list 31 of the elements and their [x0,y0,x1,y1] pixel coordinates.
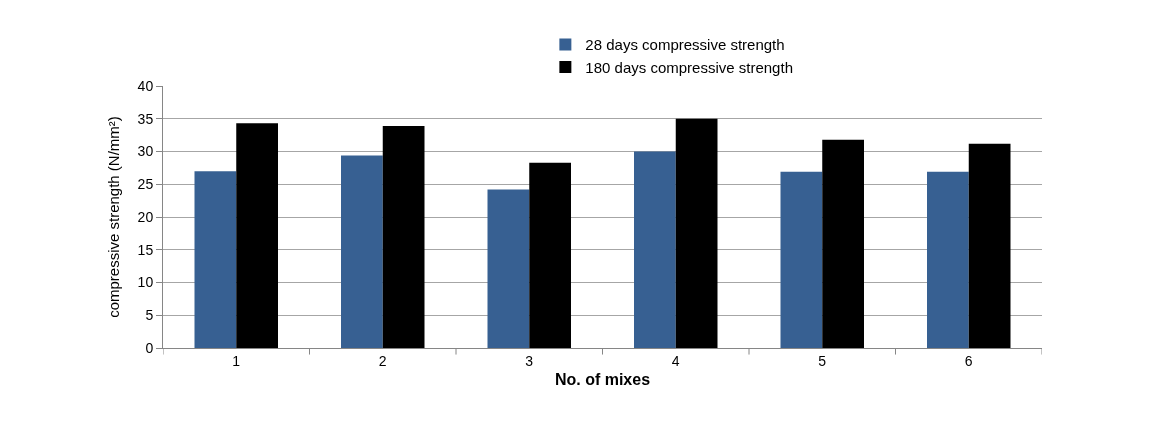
x-axis-title: No. of mixes [554,371,651,389]
y-tick-label: 10 [137,274,154,291]
y-tick-label: 20 [137,208,154,225]
y-tick-label: 30 [137,143,154,160]
bar [634,151,676,348]
y-tick-label: 0 [145,339,154,356]
y-tick-label: 15 [137,241,154,258]
bar [927,171,969,348]
bar [822,139,864,348]
x-tick-label: 3 [525,352,534,369]
x-tick-label: 5 [818,352,827,369]
y-tick-label: 25 [137,176,154,193]
bar [236,123,278,348]
x-tick-label: 6 [964,352,973,369]
y-tick-label: 40 [137,77,154,94]
bar [382,125,425,348]
bar [780,171,823,348]
legend-label: 28 days compressive strength [585,36,785,54]
bar [968,143,1011,348]
legend-label: 180 days compressive strength [585,58,793,76]
bar [487,189,530,348]
x-tick-label: 2 [378,352,387,369]
bar [675,118,718,348]
y-tick-label: 5 [145,307,154,324]
x-tick-label: 1 [232,352,241,369]
bar [341,155,383,348]
x-tick-label: 4 [671,352,680,369]
y-tick-label: 35 [137,110,154,127]
bar [529,162,571,348]
y-axis-title: compressive strength (N/mm²) [104,116,122,318]
bar [194,171,237,348]
